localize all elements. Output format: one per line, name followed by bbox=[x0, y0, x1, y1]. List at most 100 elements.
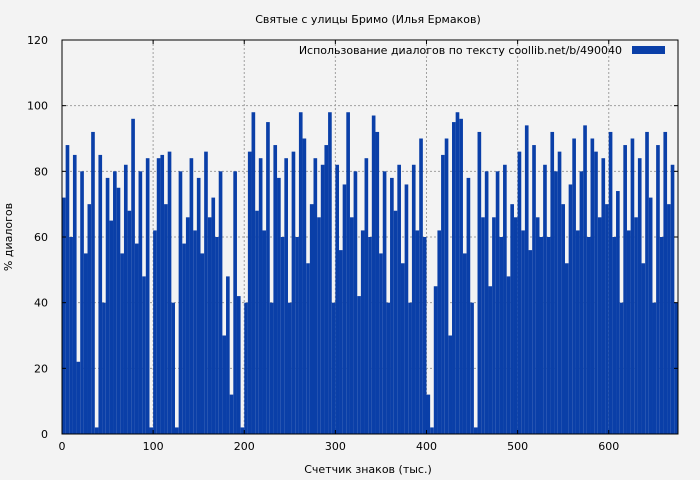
y-tick-label: 20 bbox=[34, 362, 48, 375]
bar bbox=[477, 131, 482, 434]
bar bbox=[291, 151, 296, 434]
x-tick-label: 100 bbox=[143, 440, 164, 453]
bar bbox=[419, 138, 423, 434]
bar bbox=[641, 263, 646, 434]
bar bbox=[149, 427, 154, 434]
bar bbox=[513, 217, 518, 434]
bar bbox=[390, 177, 394, 434]
bar bbox=[586, 237, 591, 434]
bar bbox=[626, 230, 631, 434]
bar bbox=[568, 184, 573, 434]
bar bbox=[535, 217, 540, 434]
x-tick-label: 600 bbox=[598, 440, 619, 453]
bar bbox=[138, 171, 143, 435]
bar bbox=[368, 237, 372, 434]
bar bbox=[284, 158, 288, 434]
bar bbox=[470, 302, 474, 434]
bar bbox=[218, 171, 223, 435]
bar bbox=[156, 158, 161, 434]
bar bbox=[98, 154, 103, 434]
chart-title: Святые с улицы Бримо (Илья Ермаков) bbox=[255, 13, 481, 26]
bar bbox=[94, 427, 99, 434]
y-tick-label: 60 bbox=[34, 231, 48, 244]
bar bbox=[164, 204, 168, 434]
bar bbox=[251, 112, 256, 434]
bar bbox=[612, 237, 617, 434]
bar bbox=[171, 302, 175, 434]
bar bbox=[648, 197, 653, 434]
bar bbox=[244, 302, 248, 434]
bar bbox=[371, 115, 376, 435]
bar bbox=[572, 138, 576, 434]
bar bbox=[65, 145, 70, 435]
bar bbox=[295, 237, 299, 434]
bar bbox=[484, 171, 489, 435]
bar bbox=[269, 302, 274, 434]
bar bbox=[386, 302, 391, 434]
bar bbox=[306, 263, 310, 434]
bar bbox=[597, 217, 602, 434]
bar bbox=[499, 237, 504, 434]
bar bbox=[645, 131, 649, 434]
bar bbox=[528, 250, 533, 434]
bar bbox=[76, 361, 81, 434]
bar bbox=[120, 253, 124, 434]
y-tick-label: 0 bbox=[41, 428, 48, 441]
bar bbox=[488, 286, 493, 434]
x-tick-label: 300 bbox=[325, 440, 346, 453]
bar bbox=[601, 158, 606, 434]
bar bbox=[492, 217, 496, 434]
bar bbox=[557, 151, 562, 434]
legend-label: Использование диалогов по тексту coollib… bbox=[299, 44, 622, 57]
bar bbox=[619, 302, 624, 434]
bar bbox=[539, 237, 544, 434]
bar bbox=[247, 151, 252, 434]
x-axis-label: Счетчик знаков (тыс.) bbox=[304, 463, 432, 476]
bar bbox=[193, 230, 197, 434]
bar bbox=[123, 164, 128, 434]
bar bbox=[375, 131, 380, 434]
bar bbox=[167, 151, 172, 434]
bar bbox=[404, 184, 409, 434]
bar bbox=[521, 230, 525, 434]
x-tick-label: 0 bbox=[59, 440, 66, 453]
x-tick-label: 400 bbox=[416, 440, 437, 453]
bar bbox=[659, 237, 664, 434]
bar bbox=[102, 302, 106, 434]
bar bbox=[153, 230, 157, 434]
bar bbox=[182, 243, 186, 434]
bar bbox=[455, 112, 460, 434]
bar bbox=[298, 112, 303, 434]
bar bbox=[145, 158, 150, 434]
bar bbox=[174, 427, 179, 434]
bar bbox=[83, 253, 88, 434]
bar bbox=[134, 243, 139, 434]
bar bbox=[448, 335, 453, 434]
bar bbox=[349, 217, 354, 434]
bar bbox=[236, 296, 241, 434]
x-axis-ticks: 0 100 200 300 400 500 600 bbox=[59, 40, 619, 453]
bar bbox=[313, 158, 318, 434]
bar bbox=[262, 230, 267, 434]
bar bbox=[605, 204, 609, 434]
bar bbox=[280, 237, 285, 434]
bar bbox=[353, 171, 358, 435]
bar bbox=[328, 112, 332, 434]
bar bbox=[579, 171, 584, 435]
bar bbox=[634, 217, 638, 434]
bar bbox=[575, 230, 580, 434]
bar bbox=[116, 187, 121, 434]
bar bbox=[415, 230, 420, 434]
bar bbox=[240, 427, 245, 434]
bar bbox=[91, 131, 95, 434]
y-axis-ticks: 0 20 40 60 80 100 120 bbox=[27, 34, 678, 441]
bar bbox=[364, 158, 369, 434]
bar bbox=[185, 217, 190, 434]
bar bbox=[324, 145, 329, 435]
y-tick-label: 80 bbox=[34, 165, 48, 178]
bar bbox=[426, 394, 431, 434]
bar bbox=[178, 171, 183, 435]
bar bbox=[226, 276, 230, 434]
bar bbox=[196, 177, 201, 434]
